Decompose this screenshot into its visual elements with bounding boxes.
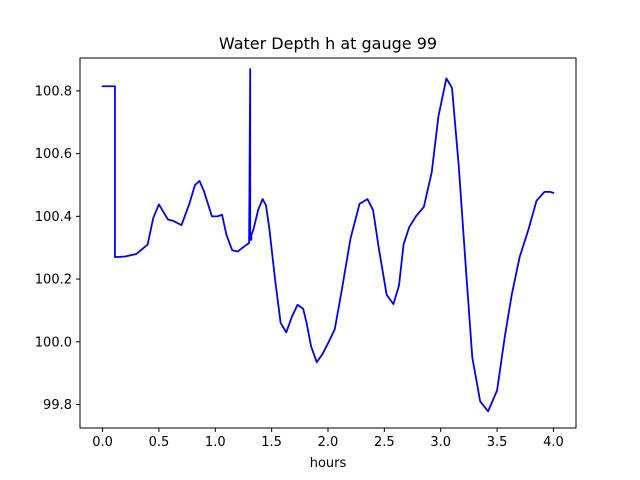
y-tick-label: 100.6	[35, 147, 72, 162]
y-tick-label: 100.4	[35, 210, 72, 225]
y-tick-label: 100.8	[35, 84, 72, 99]
series-layer	[101, 68, 555, 413]
x-tick-label: 1.0	[205, 435, 226, 450]
x-tick-label: 0.0	[92, 435, 113, 450]
chart-title: Water Depth h at gauge 99	[219, 34, 437, 53]
x-tick-label: 2.5	[374, 435, 395, 450]
x-axis-label: hours	[310, 456, 347, 471]
x-tick-label: 1.5	[261, 435, 282, 450]
x-tick-label: 3.0	[430, 435, 451, 450]
series-line	[101, 68, 555, 413]
y-axis: 99.8 100.0 100.2 100.4 100.6 100.8	[35, 84, 80, 413]
y-tick-label: 100.2	[35, 273, 72, 288]
x-tick-label: 0.5	[149, 435, 170, 450]
y-tick-label: 99.8	[43, 398, 72, 413]
x-tick-label: 4.0	[543, 435, 564, 450]
y-tick-label: 100.0	[35, 335, 72, 350]
x-tick-label: 2.0	[318, 435, 339, 450]
x-tick-label: 3.5	[487, 435, 508, 450]
x-axis: 0.0 0.5 1.0 1.5 2.0 2.5 3.0 3.5 4.0	[92, 428, 564, 450]
